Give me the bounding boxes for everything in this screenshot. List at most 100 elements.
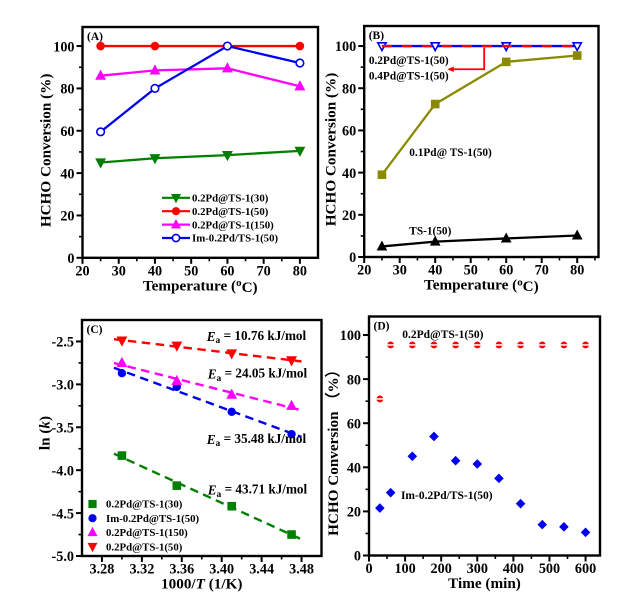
marker-triangle-down xyxy=(294,146,306,157)
x-tick-label: 30 xyxy=(112,263,126,279)
series-0.2Pd@TS-1(30) xyxy=(95,146,306,169)
marker-circle xyxy=(88,514,97,523)
marker-circle xyxy=(171,207,181,216)
x-tick-label: 50 xyxy=(464,263,478,279)
marker-circle xyxy=(295,41,305,51)
marker-circle xyxy=(96,41,105,51)
series-0.2Pd@TS-1(50) xyxy=(96,41,305,51)
legend-label: 0.2Pd@TS-1(50) xyxy=(192,206,269,218)
fit-line xyxy=(113,452,303,541)
y-tick-label: -4.0 xyxy=(52,463,74,479)
x-tick-label: 200 xyxy=(431,561,452,577)
marker-triangle-up xyxy=(294,80,306,91)
marker-triangle-down xyxy=(171,194,181,204)
y-tick-label: 0 xyxy=(349,250,356,266)
y-tick-label: 40 xyxy=(342,166,356,182)
annotation-label-01pd: 0.1Pd@ TS-1(50) xyxy=(409,147,492,159)
marker-slit xyxy=(408,344,416,346)
marker-circle xyxy=(150,83,160,94)
y-tick-label: 80 xyxy=(342,81,356,97)
panel-label-D: (D) xyxy=(374,321,390,333)
marker-triangle-down xyxy=(116,336,128,347)
marker-triangle-down xyxy=(221,151,233,162)
callout-arrowhead xyxy=(447,66,454,73)
marker-triangle-up xyxy=(286,399,297,410)
x-tick-label: 3.40 xyxy=(209,562,234,578)
marker-diamond xyxy=(385,487,396,498)
marker-square xyxy=(88,499,97,509)
marker-triangle-up xyxy=(95,69,107,80)
series-line xyxy=(100,149,300,164)
annotation-label-02pd-d: 0.2Pd@TS-1(50) xyxy=(402,329,483,341)
legend-label: Im-0.2Pd/TS-1(50) xyxy=(192,233,278,245)
marker-triangle-up xyxy=(149,64,161,75)
series-0.2Pd@TS-1(150) xyxy=(95,62,306,91)
marker-diamond xyxy=(537,519,548,530)
series-0.2Pd@TS-1(50) xyxy=(113,336,302,367)
marker-slit xyxy=(538,344,546,346)
x-axis-title: Time (min) xyxy=(448,575,521,592)
x-tick-label: 400 xyxy=(503,561,524,577)
annotation-ea-24.05: Ea = 24.05 kJ/mol xyxy=(207,366,308,384)
marker-diamond xyxy=(375,503,385,513)
y-tick-label: 60 xyxy=(60,124,74,140)
marker-slit xyxy=(452,344,460,346)
marker-triangle-up xyxy=(376,240,388,251)
fit-line xyxy=(113,361,302,412)
y-tick-label: 100 xyxy=(335,39,356,55)
y-tick-label: -4.5 xyxy=(52,506,74,522)
x-tick-label: 3.28 xyxy=(90,562,115,578)
fit-line xyxy=(113,337,302,363)
x-tick-label: 40 xyxy=(148,263,162,279)
y-tick-label: -3.0 xyxy=(52,378,74,394)
axes-ticks: 3.28 3.32 3.36 3.40 3.44 3.48 -2.5 -3.0 -3.5 -4.0… xyxy=(52,335,314,578)
series-group xyxy=(376,42,583,251)
y-tick-label: 100 xyxy=(53,39,74,55)
series-group xyxy=(375,341,591,538)
panel-label-A: (A) xyxy=(87,31,103,43)
x-tick-label: 20 xyxy=(357,263,371,279)
x-tick-label: 60 xyxy=(499,263,513,279)
legend-label: 0.2Pd@TS-1(30) xyxy=(106,499,183,511)
annotation-label-ts150: TS-1(50) xyxy=(409,225,451,237)
x-tick-label: 600 xyxy=(575,561,596,577)
marker-slit xyxy=(560,344,568,346)
marker-square xyxy=(572,51,582,60)
panel-label-B: (B) xyxy=(369,30,385,42)
marker-slit xyxy=(517,344,524,346)
series-group xyxy=(95,41,306,169)
marker-triangle-down xyxy=(226,349,238,360)
x-tick-label: 20 xyxy=(75,263,89,279)
plot-frame xyxy=(80,318,323,558)
marker-diamond xyxy=(580,527,591,538)
marker-square xyxy=(377,170,387,180)
marker-circle xyxy=(222,41,233,51)
y-tick-label: 40 xyxy=(347,461,361,477)
y-axis-title: ln (k) xyxy=(37,416,54,450)
y-tick-label: 40 xyxy=(60,166,74,182)
y-axis-title: HCHO Conversion （%） xyxy=(324,362,342,536)
marker-slit xyxy=(387,344,395,346)
marker-circle xyxy=(227,407,236,417)
series-0.2Pd@TS-1(50) xyxy=(376,341,589,403)
legend-label: 0.2Pd@TS-1(50) xyxy=(106,541,183,553)
series-0.2Pd@TS-1(150) xyxy=(113,356,302,412)
x-tick-label: 3.44 xyxy=(249,562,274,578)
legend-label: 0.2Pd@TS-1(30) xyxy=(192,192,269,204)
marker-square xyxy=(501,57,511,67)
x-tick-label: 30 xyxy=(393,263,407,279)
y-tick-label: 60 xyxy=(347,416,361,432)
plot-frame xyxy=(81,25,320,260)
series-group xyxy=(113,336,303,541)
y-tick-label: 0 xyxy=(67,251,74,267)
marker-slit xyxy=(376,398,384,400)
marker-slit xyxy=(582,344,589,346)
y-axis-title: HCHO Conversion (%) xyxy=(38,74,55,228)
marker-square xyxy=(227,501,236,511)
x-tick-label: 80 xyxy=(293,263,307,279)
panel-B: 20 30 40 50 60 70 80020406080100(B)Temperature… xyxy=(323,24,600,295)
marker-triangle-up xyxy=(116,356,128,368)
marker-slit xyxy=(495,344,503,346)
